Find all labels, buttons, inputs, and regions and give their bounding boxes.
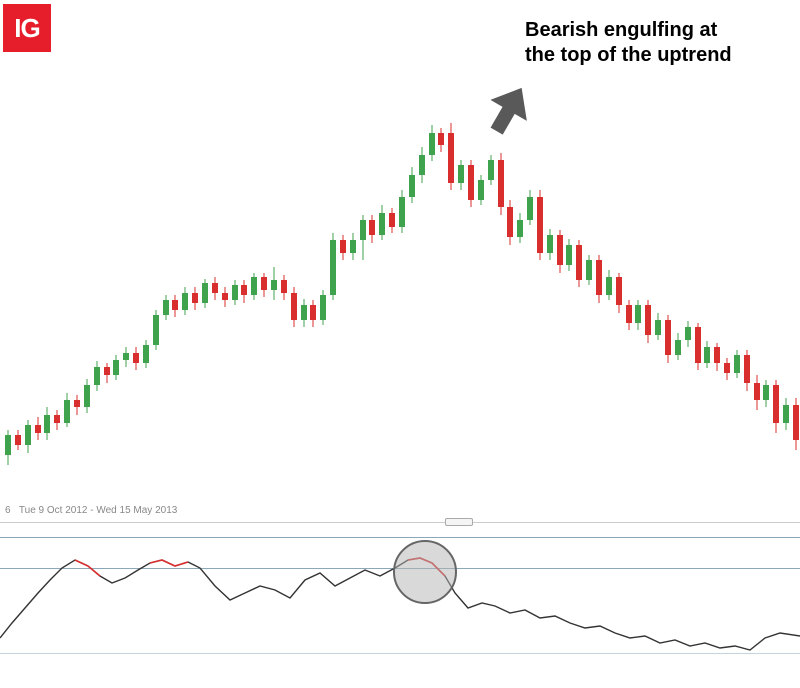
scrollbar-track[interactable] [0, 522, 800, 523]
date-prefix: 6 [5, 505, 11, 516]
indicator-highlight-circle [393, 540, 457, 604]
annotation-line1: Bearish engulfing at [525, 18, 732, 43]
annotation-line2: the top of the uptrend [525, 43, 732, 68]
ig-logo-text: IG [14, 13, 39, 44]
date-text: Tue 9 Oct 2012 - Wed 15 May 2013 [19, 505, 177, 516]
scrollbar-handle[interactable] [445, 518, 473, 526]
annotation-text: Bearish engulfing at the top of the uptr… [525, 18, 732, 68]
candlestick-chart [0, 105, 800, 500]
ig-logo: IG [3, 4, 51, 52]
date-range-label: 6 Tue 9 Oct 2012 - Wed 15 May 2013 [5, 505, 177, 516]
indicator-panel [0, 537, 800, 672]
